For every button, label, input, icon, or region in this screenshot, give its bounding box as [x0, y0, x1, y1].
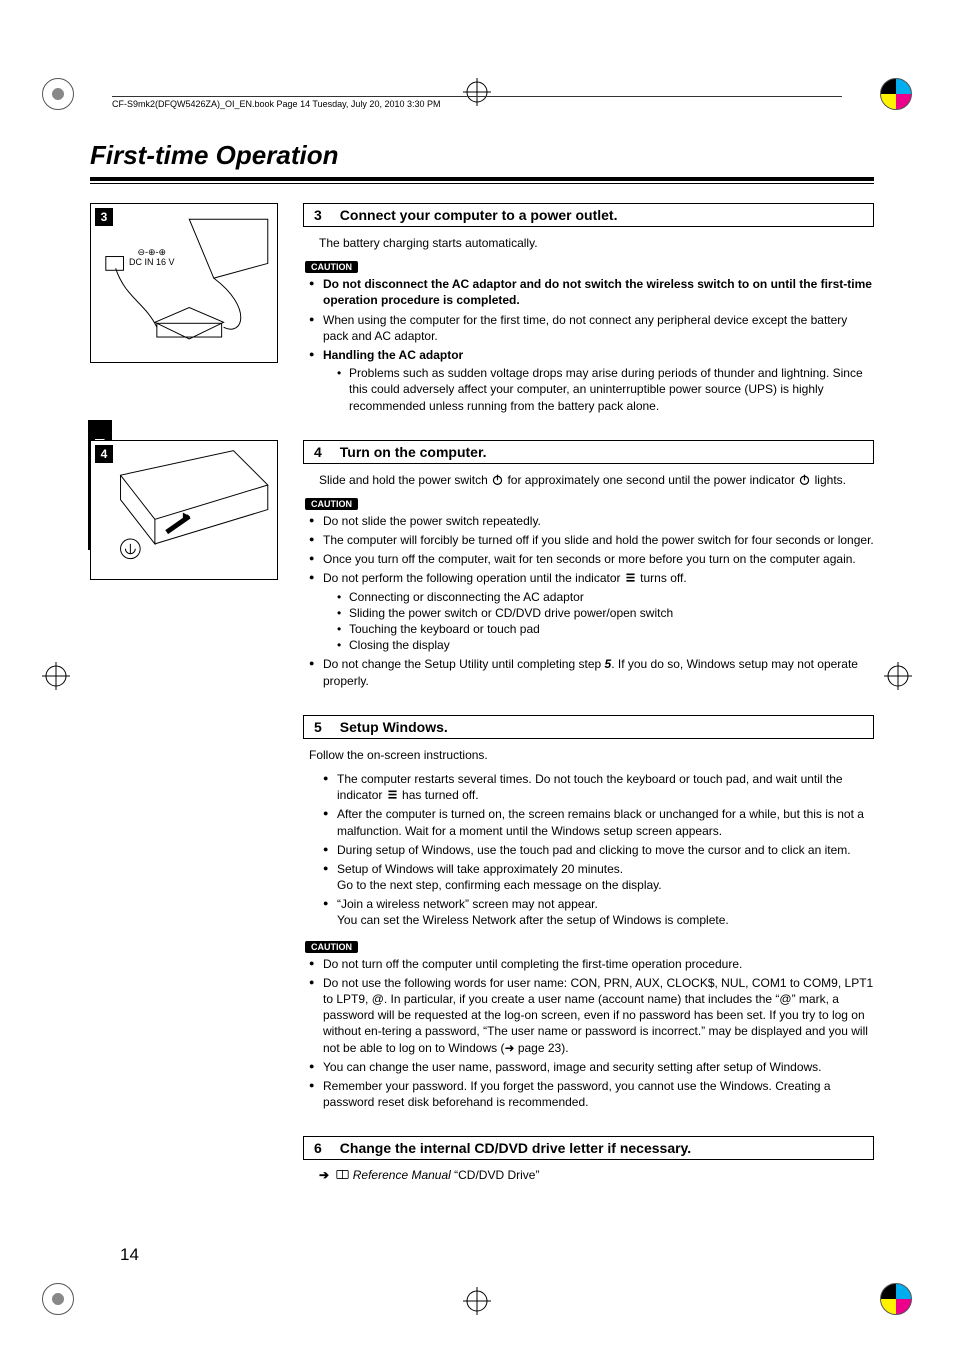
list-item: Do not perform the following operation u…: [309, 570, 874, 653]
text-fragment: for approximately one second until the p…: [507, 473, 798, 487]
step-number: 6: [304, 1137, 332, 1159]
caution-badge: CAUTION: [305, 261, 358, 273]
step-heading: 5 Setup Windows.: [303, 715, 874, 739]
color-registration-icon: [880, 1283, 912, 1315]
laptop-power-switch-icon: [96, 444, 273, 575]
dc-in-label: ⊖-⊕-⊕ DC IN 16 V: [129, 248, 175, 268]
step-6-row: 6 Change the internal CD/DVD drive lette…: [90, 1136, 874, 1182]
list-item: Do not change the Setup Utility until co…: [309, 656, 874, 688]
reference-text: Reference Manual: [353, 1168, 451, 1182]
illustration-power-on: 4: [90, 440, 278, 580]
caution-badge: CAUTION: [305, 941, 358, 953]
color-registration-icon: [880, 78, 912, 110]
page-number: 14: [120, 1245, 139, 1265]
sub-list-item: Connecting or disconnecting the AC adapt…: [337, 589, 874, 605]
step-5-row: 5 Setup Windows. Follow the on-screen in…: [90, 715, 874, 1121]
list-item: Once you turn off the computer, wait for…: [309, 551, 874, 567]
step-paragraph: Slide and hold the power switch for appr…: [319, 472, 874, 488]
list-item: You can change the user name, password, …: [309, 1059, 874, 1075]
list-item: When using the computer for the first ti…: [309, 312, 874, 344]
list-item: The computer restarts several times. Do …: [323, 771, 874, 803]
sub-list: Connecting or disconnecting the AC adapt…: [337, 589, 874, 654]
reference-line: ➔ Reference Manual “CD/DVD Drive”: [319, 1168, 874, 1182]
list-item: After the computer is turned on, the scr…: [323, 806, 874, 838]
info-list: The computer restarts several times. Do …: [323, 771, 874, 929]
step-title: Turn on the computer.: [332, 441, 495, 463]
step-paragraph: Follow the on-screen instructions.: [309, 747, 874, 763]
power-icon: [798, 473, 811, 486]
step-4-row: 4 4: [90, 440, 874, 699]
registration-mark-icon: [463, 1287, 491, 1315]
list-item: “Join a wireless network” screen may not…: [323, 896, 874, 928]
power-outlet-illustration-icon: [96, 208, 273, 358]
sub-list-item: Touching the keyboard or touch pad: [337, 621, 874, 637]
power-icon: [491, 473, 504, 486]
manual-page: CF-S9mk2(DFQW5426ZA)_OI_EN.book Page 14 …: [0, 0, 954, 1351]
list-item: Remember your password. If you forget th…: [309, 1078, 874, 1110]
sub-list-item: Problems such as sudden voltage drops ma…: [337, 365, 874, 414]
step-heading: 4 Turn on the computer.: [303, 440, 874, 464]
step-number: 5: [304, 716, 332, 738]
list-item: Do not disconnect the AC adaptor and do …: [309, 276, 874, 308]
caution-badge: CAUTION: [305, 498, 358, 510]
crop-mark-icon: [42, 1283, 74, 1315]
step-heading: 3 Connect your computer to a power outle…: [303, 203, 874, 227]
text-fragment: Slide and hold the power switch: [319, 473, 491, 487]
arrow-icon: ➔: [319, 1168, 329, 1182]
step-title: Setup Windows.: [332, 716, 456, 738]
list-item: Do not slide the power switch repeatedly…: [309, 513, 874, 529]
list-item: During setup of Windows, use the touch p…: [323, 842, 874, 858]
illustration-badge: 3: [95, 208, 113, 226]
step-3-row: 3 ⊖-⊕-⊕ DC IN 16 V: [90, 203, 874, 424]
step-title: Change the internal CD/DVD drive letter …: [332, 1137, 699, 1159]
list-item: Do not turn off the computer until compl…: [309, 956, 874, 972]
manual-icon: [336, 1168, 349, 1181]
step-number: 3: [304, 204, 332, 226]
list-item: The computer will forcibly be turned off…: [309, 532, 874, 548]
sub-list: Problems such as sudden voltage drops ma…: [337, 365, 874, 414]
sub-list-item: Closing the display: [337, 637, 874, 653]
caution-list: Do not disconnect the AC adaptor and do …: [309, 276, 874, 414]
crop-mark-icon: [42, 78, 74, 110]
illustration-badge: 4: [95, 445, 113, 463]
reference-target: “CD/DVD Drive”: [451, 1168, 540, 1182]
list-item: Setup of Windows will take approximately…: [323, 861, 874, 893]
illustration-connect-power: 3 ⊖-⊕-⊕ DC IN 16 V: [90, 203, 278, 363]
list-item: Handling the AC adaptorProblems such as …: [309, 347, 874, 414]
step-number: 4: [304, 441, 332, 463]
caution-list: Do not turn off the computer until compl…: [309, 956, 874, 1111]
step-heading: 6 Change the internal CD/DVD drive lette…: [303, 1136, 874, 1160]
page-content: First-time Operation Getting Started 3: [90, 140, 874, 1271]
page-title: First-time Operation: [90, 140, 874, 171]
list-item: Do not use the following words for user …: [309, 975, 874, 1056]
step-title: Connect your computer to a power outlet.: [332, 204, 626, 226]
caution-list: Do not slide the power switch repeatedly…: [309, 513, 874, 689]
registration-mark-icon: [42, 662, 70, 690]
sub-list-item: Sliding the power switch or CD/DVD drive…: [337, 605, 874, 621]
step-paragraph: The battery charging starts automaticall…: [319, 235, 874, 251]
text-fragment: lights.: [815, 473, 846, 487]
registration-mark-icon: [884, 662, 912, 690]
title-rule: [90, 177, 874, 181]
print-header-line: CF-S9mk2(DFQW5426ZA)_OI_EN.book Page 14 …: [112, 96, 842, 109]
